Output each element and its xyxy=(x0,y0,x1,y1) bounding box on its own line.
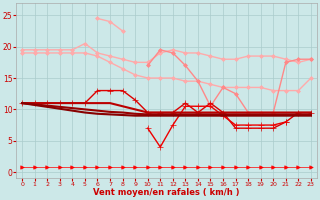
X-axis label: Vent moyen/en rafales ( km/h ): Vent moyen/en rafales ( km/h ) xyxy=(93,188,240,197)
